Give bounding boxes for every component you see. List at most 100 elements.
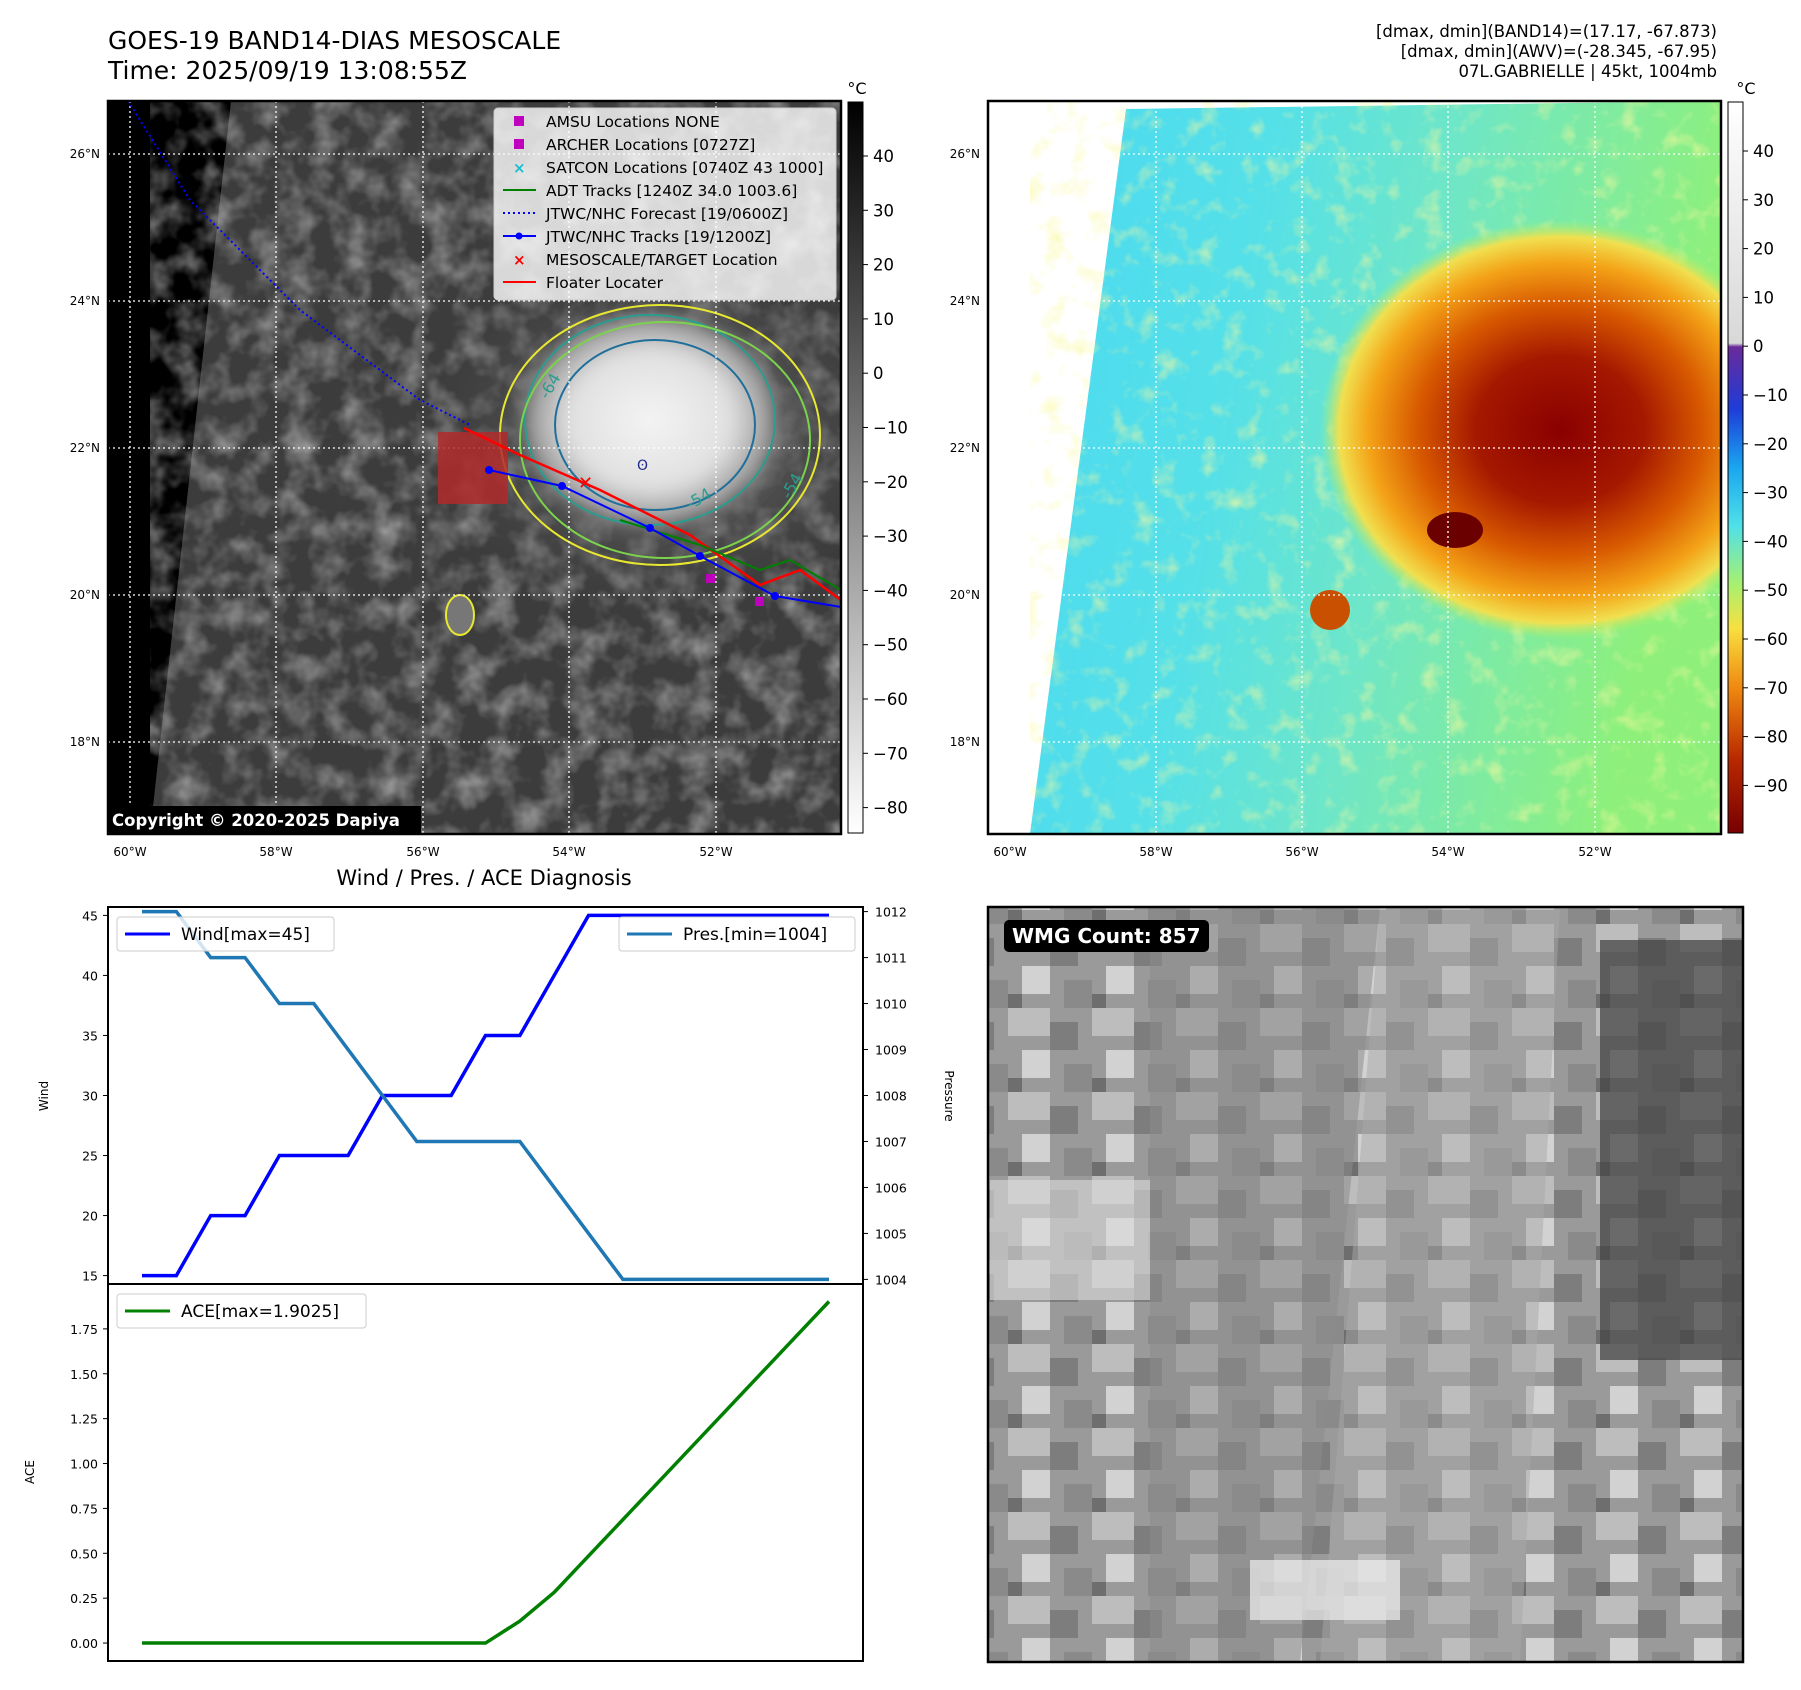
title-line-2: Time: 2025/09/19 13:08:55Z — [108, 56, 467, 85]
adt-track — [619, 519, 841, 591]
awv-lat-labels: 26°N 24°N 22°N 20°N 18°N — [950, 147, 980, 749]
copyright-box — [108, 806, 421, 833]
ir-lat-18: 18°N — [70, 735, 100, 749]
ir-image-panel: -64 -54 -54 — [70, 79, 908, 859]
awv-image-panel: 26°N 24°N 22°N 20°N 18°N 60°W 58°W 56°W … — [950, 79, 1788, 859]
archer-marker — [706, 574, 715, 583]
legend-item-label: ADT Tracks [1240Z 34.0 1003.6] — [546, 182, 797, 200]
legend-item-label: ARCHER Locations [0727Z] — [546, 136, 755, 154]
legend-item-label: AMSU Locations NONE — [546, 113, 720, 131]
ace-ytick-label: 0.25 — [70, 1591, 98, 1606]
legend-item-label: MESOSCALE/TARGET Location — [546, 251, 778, 269]
pressure-legend-label: Pres.[min=1004] — [683, 925, 827, 945]
awv-colorbar-ticks: 40 30 20 10 0 −10 −20 −30 −40 −50 −60 −70 −80 −90 — [1743, 142, 1788, 795]
awv-lat-20: 20°N — [950, 588, 980, 602]
ace-line — [142, 1300, 831, 1645]
diagnosis-title: Wind / Pres. / ACE Diagnosis — [336, 866, 631, 890]
archer-marker-2 — [755, 597, 764, 606]
title-line-1: GOES-19 BAND14-DIAS MESOSCALE — [108, 26, 562, 55]
colorbar-tick-label: −90 — [1753, 776, 1788, 795]
ace-ytick-label: 0.75 — [70, 1501, 98, 1516]
colorbar-tick-label: 40 — [1753, 142, 1774, 161]
colorbar-tick-label: −80 — [1753, 728, 1788, 747]
pressure-ytick-label: 1004 — [875, 1272, 907, 1287]
colorbar-tick-label: −20 — [873, 473, 908, 492]
ir-lon-56: 56°W — [406, 845, 439, 859]
eye-contour: ʘ — [637, 458, 648, 474]
ace-ytick-label: 0.50 — [70, 1546, 98, 1561]
awv-dark-cell — [1427, 512, 1483, 548]
awv-lon-58: 58°W — [1139, 845, 1172, 859]
legend-item: JTWC/NHC Forecast [19/0600Z] — [503, 205, 788, 223]
ace-ytick-label: 1.00 — [70, 1457, 98, 1472]
legend-item: ARCHER Locations [0727Z] — [514, 136, 755, 154]
wind-ylabel: Wind — [37, 1081, 51, 1111]
pressure-ytick-label: 1007 — [875, 1134, 907, 1149]
ir-small-cell — [445, 594, 475, 636]
colorbar-tick-label: 0 — [873, 364, 884, 383]
colorbar-tick-label: −20 — [1753, 435, 1788, 454]
colorbar-tick-label: −70 — [873, 744, 908, 763]
legend-item: AMSU Locations NONE — [514, 113, 720, 131]
wind-ytick-label: 35 — [82, 1028, 98, 1043]
legend-item-label: Floater Locater — [546, 274, 664, 292]
colorbar-tick-label: −70 — [1753, 679, 1788, 698]
wmg-count-badge: WMG Count: 857 — [1004, 920, 1209, 952]
pressure-legend: Pres.[min=1004] — [618, 916, 856, 952]
wind-pressure-chart: Wind / Pres. / ACE Diagnosis Wind Pressu… — [37, 866, 956, 1287]
pressure-yticks: 1004 1005 1006 1007 1008 1009 1010 1011 1012 — [863, 905, 907, 1287]
awv-frame — [986, 99, 1723, 836]
ir-colorbar-ticks: 40 30 20 10 0 −10 −20 −30 −40 −50 −60 −70 −80 — [863, 147, 908, 818]
legend-item: × SATCON Locations [0740Z 43 1000] — [513, 159, 823, 177]
colorbar-tick-label: 20 — [1753, 240, 1774, 259]
pressure-ytick-label: 1009 — [875, 1043, 907, 1058]
pressure-ytick-label: 1006 — [875, 1180, 907, 1195]
awv-small-cell — [1310, 590, 1350, 630]
colorbar-tick-label: −50 — [1753, 581, 1788, 600]
awv-lat-22: 22°N — [950, 441, 980, 455]
legend-item: Floater Locater — [503, 274, 664, 292]
jtwc-track-points — [485, 466, 779, 600]
ace-ytick-label: 0.00 — [70, 1636, 98, 1651]
pressure-ylabel: Pressure — [942, 1070, 956, 1121]
pressure-ytick-label: 1011 — [875, 951, 907, 966]
colorbar-tick-label: −30 — [873, 527, 908, 546]
legend-item: × MESOSCALE/TARGET Location — [513, 251, 778, 269]
colorbar-tick-label: −40 — [873, 581, 908, 600]
colorbar-tick-label: −10 — [1753, 386, 1788, 405]
legend-item-label: JTWC/NHC Tracks [19/1200Z] — [545, 228, 771, 246]
info-line-2: [dmax, dmin](AWV)=(-28.345, -67.95) — [1400, 42, 1717, 61]
copyright-text: Copyright © 2020-2025 Dapiya — [112, 811, 400, 830]
wind-line — [142, 913, 829, 1278]
ir-lat-labels: 26°N 24°N 22°N 20°N 18°N — [70, 147, 100, 749]
info-line-1: [dmax, dmin](BAND14)=(17.17, -67.873) — [1375, 22, 1717, 41]
ir-lat-22: 22°N — [70, 441, 100, 455]
ir-lon-52: 52°W — [699, 845, 732, 859]
ir-lon-58: 58°W — [259, 845, 292, 859]
ace-ytick-label: 1.75 — [70, 1322, 98, 1337]
wind-legend-label: Wind[max=45] — [181, 925, 310, 945]
jtwc-track — [488, 469, 841, 608]
awv-lon-labels: 60°W 58°W 56°W 54°W 52°W — [993, 845, 1611, 859]
ace-ytick-label: 1.50 — [70, 1367, 98, 1382]
ace-legend-label: ACE[max=1.9025] — [181, 1302, 339, 1322]
ir-lon-60: 60°W — [113, 845, 146, 859]
awv-lon-54: 54°W — [1431, 845, 1464, 859]
wind-ytick-label: 25 — [82, 1149, 98, 1164]
ir-lon-54: 54°W — [552, 845, 585, 859]
colorbar-tick-label: −10 — [873, 419, 908, 438]
ace-legend: ACE[max=1.9025] — [116, 1293, 367, 1329]
ir-lat-20: 20°N — [70, 588, 100, 602]
colorbar-tick-label: 10 — [1753, 288, 1774, 307]
wmg-frame — [986, 905, 1745, 1664]
wind-series-group — [142, 909, 829, 1282]
jtwc-forecast-track — [127, 101, 471, 426]
contour-outer-green — [519, 321, 811, 559]
ace-axes — [107, 1283, 864, 1662]
svg-text:×: × — [513, 251, 526, 269]
figure-title: GOES-19 BAND14-DIAS MESOSCALE Time: 2025… — [108, 26, 561, 86]
legend-item: ADT Tracks [1240Z 34.0 1003.6] — [503, 182, 797, 200]
colorbar-tick-label: −40 — [1753, 532, 1788, 551]
legend-item-label: SATCON Locations [0740Z 43 1000] — [546, 159, 823, 177]
